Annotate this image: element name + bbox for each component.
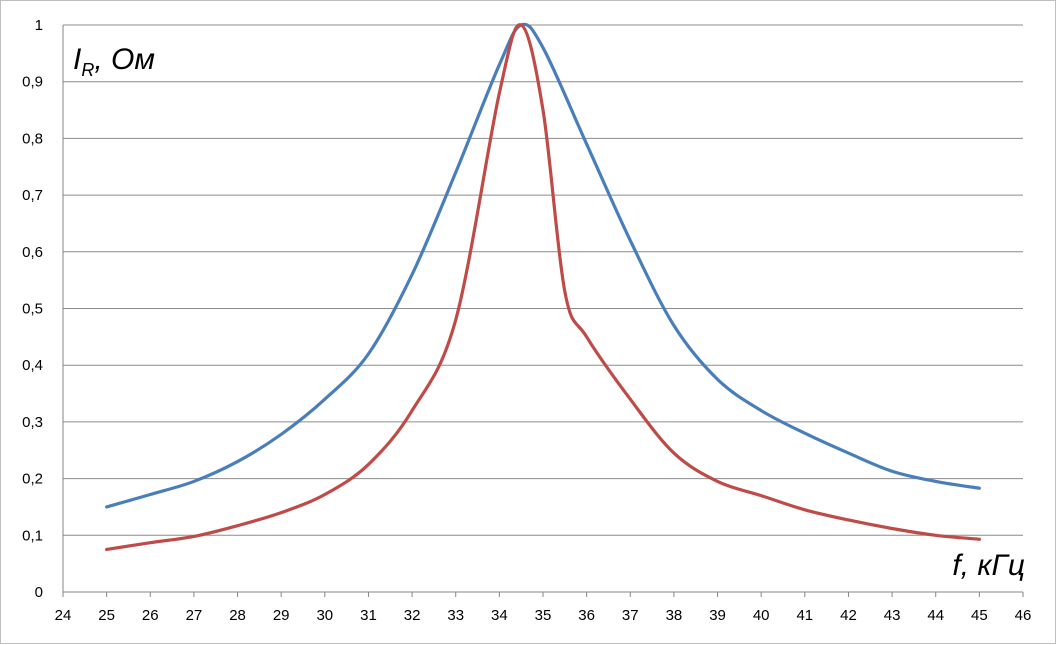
x-tick-label: 34: [491, 607, 508, 624]
y-tick-label: 0: [35, 584, 43, 601]
x-tick-label: 46: [1015, 607, 1032, 624]
x-tick-label: 32: [404, 607, 421, 624]
x-tick-label: 39: [709, 607, 726, 624]
y-tick-label: 0,5: [22, 301, 43, 318]
x-tick-labels: 24 25 26 27 28 29 30 31 32 33 34 35 36 37 38 39 40 41 42 43…: [55, 607, 1032, 624]
x-tick-label: 45: [971, 607, 988, 624]
y-axis-title-rest: , Ом: [94, 43, 155, 76]
x-tick-label: 30: [316, 607, 333, 624]
x-tick-label: 25: [98, 607, 115, 624]
x-tick-label: 31: [360, 607, 377, 624]
x-tick-label: 36: [578, 607, 595, 624]
x-tick-label: 42: [840, 607, 857, 624]
series-lines: [105, 22, 981, 552]
x-tick-label: 27: [186, 607, 203, 624]
grid-lines: [62, 24, 1024, 597]
y-tick-label: 0,2: [22, 471, 43, 488]
y-tick-label: 1: [35, 17, 43, 34]
y-tick-label: 0,3: [22, 414, 43, 431]
x-tick-label: 44: [927, 607, 944, 624]
y-tick-label: 0,6: [22, 244, 43, 261]
series-line-2: [105, 23, 981, 552]
x-tick-label: 26: [142, 607, 159, 624]
y-tick-label: 0,1: [22, 527, 43, 544]
x-tick-label: 37: [622, 607, 639, 624]
x-tick-label: 35: [535, 607, 552, 624]
x-tick-label: 24: [55, 607, 72, 624]
x-tick-label: 41: [796, 607, 813, 624]
y-axis-title-subscript: R: [81, 60, 94, 80]
y-axis-title-main: I: [73, 43, 81, 76]
series-line-1: [105, 22, 981, 509]
x-tick-label: 29: [273, 607, 290, 624]
y-tick-label: 0,7: [22, 187, 43, 204]
y-tick-labels: 0 0,1 0,2 0,3 0,4 0,5 0,6 0,7 0,8 0,9 1: [22, 17, 43, 601]
x-axis-title: f, кГц: [952, 549, 1025, 582]
y-tick-label: 0,9: [22, 74, 43, 91]
x-tick-label: 33: [447, 607, 464, 624]
x-tick-label: 43: [884, 607, 901, 624]
x-tick-label: 28: [229, 607, 246, 624]
y-axis-title: IR, Ом: [73, 43, 155, 80]
x-tick-label: 40: [753, 607, 770, 624]
y-tick-label: 0,8: [22, 130, 43, 147]
x-tick-label: 38: [666, 607, 683, 624]
y-tick-label: 0,4: [22, 357, 43, 374]
